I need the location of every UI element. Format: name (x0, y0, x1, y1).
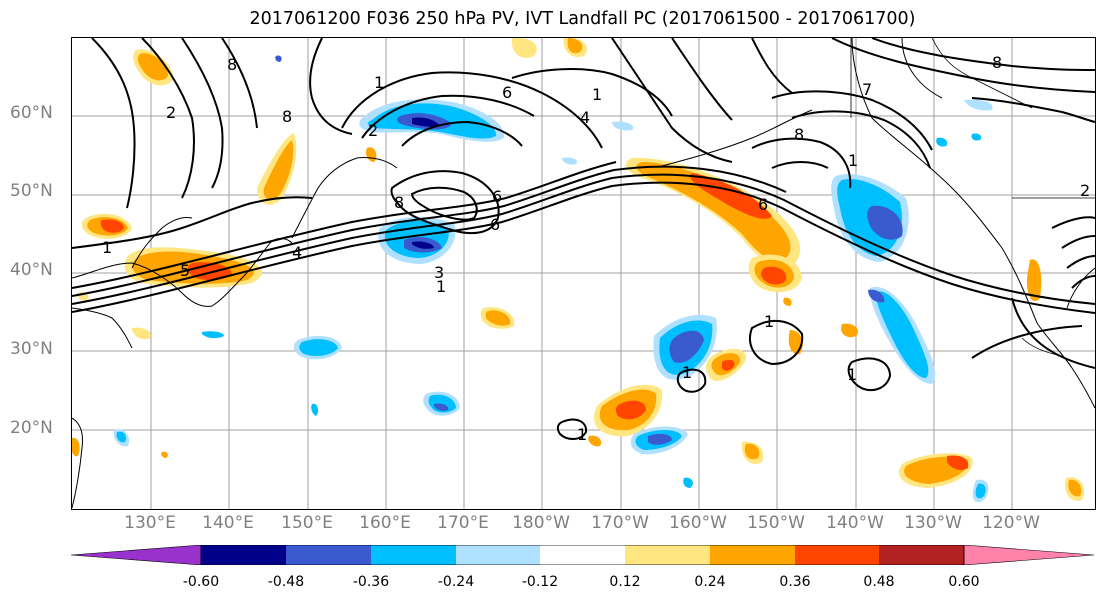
lon-label-130w: 130°W (904, 513, 962, 533)
contour-label: 6 (758, 195, 768, 214)
lon-label-140e: 140°E (202, 513, 254, 533)
lon-label-160e: 160°E (359, 513, 411, 533)
negative-anomaly-patches (113, 55, 993, 503)
lon-label-130e: 130°E (124, 513, 176, 533)
colorbar-tick-label: -0.24 (437, 574, 475, 590)
contour-label: 6 (502, 83, 512, 102)
map-title: 2017061200 F036 250 hPa PV, IVT Landfall… (249, 9, 916, 29)
ivt-contours (72, 38, 1095, 440)
contour-label: 1 (592, 85, 602, 104)
colorbar-tick-label: 0.24 (694, 574, 726, 590)
contour-label: 8 (394, 193, 404, 212)
lat-label-20n: 20°N (10, 418, 53, 438)
lon-label-150w: 150°W (747, 513, 805, 533)
contour-label: 2 (368, 121, 378, 140)
contour-label: 2 (1080, 181, 1090, 200)
colorbar-tick-label: 0.60 (948, 574, 980, 590)
colorbar-bin (540, 545, 625, 565)
colorbar-extend-low (71, 545, 202, 565)
contour-label: 7 (862, 80, 872, 99)
contour-label: 8 (227, 55, 237, 74)
colorbar-extend-high (963, 545, 1094, 565)
contour-label: 1 (436, 277, 446, 296)
map-panel: 2 6 1 1 4 1 5 4 3 1 6 6 8 7 8 8 6 1 1 1 … (71, 37, 1096, 510)
colorbar-bin (879, 545, 964, 565)
contour-label: 1 (577, 425, 587, 444)
colorbar-bar (71, 545, 1094, 565)
contour-label: 6 (492, 187, 502, 206)
colorbar-tick-label: 0.36 (779, 574, 811, 590)
lon-label-120w: 120°W (982, 513, 1040, 533)
lon-label-150e: 150°E (281, 513, 333, 533)
colorbar-tick-label: -0.48 (267, 574, 305, 590)
contour-label: 1 (682, 363, 692, 382)
contour-label: 2 (166, 103, 176, 122)
colorbar-bin (201, 545, 286, 565)
contour-label: 1 (374, 73, 384, 92)
contour-label: 4 (580, 108, 590, 127)
contour-label: 5 (180, 261, 190, 280)
contour-label: 8 (282, 107, 292, 126)
colorbar-tick-label: -0.36 (352, 574, 390, 590)
lon-label-170e: 170°E (437, 513, 489, 533)
colorbar-bin (795, 545, 879, 565)
contour-label: 4 (292, 243, 302, 262)
map-canvas: 2 6 1 1 4 1 5 4 3 1 6 6 8 7 8 8 6 1 1 1 … (72, 38, 1095, 509)
lat-label-30n: 30°N (10, 339, 53, 359)
colorbar-tick-label: -0.12 (521, 574, 559, 590)
lat-label-50n: 50°N (10, 181, 53, 201)
colorbar-tick-label: -0.60 (182, 574, 220, 590)
colorbar-tick-label: 0.12 (609, 574, 641, 590)
contour-label: 1 (102, 238, 112, 257)
lon-label-140w: 140°W (826, 513, 884, 533)
positive-anomaly-patches (72, 38, 1085, 501)
lon-label-180w: 180°W (512, 513, 570, 533)
lat-label-60n: 60°N (10, 103, 53, 123)
colorbar-bin (371, 545, 456, 565)
colorbar-outline (200, 545, 965, 565)
contour-label: 3 (434, 263, 444, 282)
contour-label: 1 (847, 365, 857, 384)
contour-label: 8 (992, 53, 1002, 72)
colorbar-tick-label: 0.48 (863, 574, 895, 590)
contour-label: 1 (764, 312, 774, 331)
contour-label: 8 (794, 125, 804, 144)
colorbar-bin (710, 545, 795, 565)
contour-labels: 2 6 1 1 4 1 5 4 3 1 6 6 8 7 8 8 6 1 1 1 … (102, 53, 1090, 444)
colorbar-bin (286, 545, 371, 565)
lon-label-170w: 170°W (591, 513, 649, 533)
lon-label-160w: 160°W (669, 513, 727, 533)
contour-label: 1 (848, 151, 858, 170)
colorbar-bin (625, 545, 710, 565)
colorbar-bin (456, 545, 540, 565)
contour-label: 6 (490, 215, 500, 234)
lat-label-40n: 40°N (10, 260, 53, 280)
